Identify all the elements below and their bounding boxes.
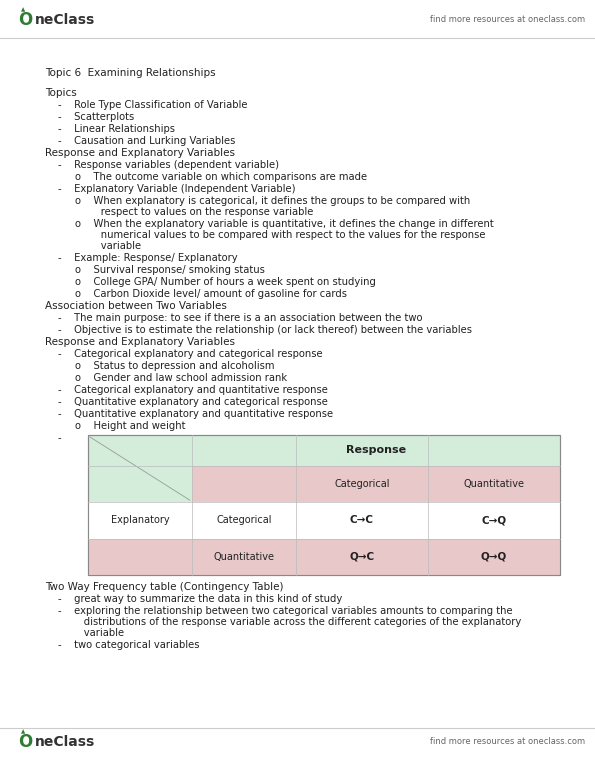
Text: O: O bbox=[18, 733, 32, 751]
Text: Topic 6  Examining Relationships: Topic 6 Examining Relationships bbox=[45, 68, 215, 78]
Text: find more resources at oneclass.com: find more resources at oneclass.com bbox=[430, 15, 585, 25]
Text: o    Survival response/ smoking status: o Survival response/ smoking status bbox=[75, 265, 265, 275]
Text: neClass: neClass bbox=[35, 13, 95, 27]
Text: respect to values on the response variable: respect to values on the response variab… bbox=[82, 207, 314, 217]
Text: -    Causation and Lurking Variables: - Causation and Lurking Variables bbox=[58, 136, 236, 146]
Text: o    Height and weight: o Height and weight bbox=[75, 421, 186, 431]
Bar bbox=[192, 466, 560, 502]
Text: o    College GPA/ Number of hours a week spent on studying: o College GPA/ Number of hours a week sp… bbox=[75, 277, 376, 287]
Text: Association between Two Variables: Association between Two Variables bbox=[45, 301, 227, 311]
Text: o    Gender and law school admission rank: o Gender and law school admission rank bbox=[75, 373, 287, 383]
Text: Response: Response bbox=[346, 445, 406, 455]
Text: o    The outcome variable on which comparisons are made: o The outcome variable on which comparis… bbox=[75, 172, 367, 182]
Text: variable: variable bbox=[65, 628, 124, 638]
Text: -    Categorical explanatory and quantitative response: - Categorical explanatory and quantitati… bbox=[58, 385, 328, 395]
Text: -    great way to summarize the data in this kind of study: - great way to summarize the data in thi… bbox=[58, 594, 342, 604]
Text: -    exploring the relationship between two categorical variables amounts to com: - exploring the relationship between two… bbox=[58, 606, 513, 616]
Text: find more resources at oneclass.com: find more resources at oneclass.com bbox=[430, 738, 585, 746]
Text: Response and Explanatory Variables: Response and Explanatory Variables bbox=[45, 148, 235, 158]
Text: o    Status to depression and alcoholism: o Status to depression and alcoholism bbox=[75, 361, 274, 371]
Text: Categorical: Categorical bbox=[334, 479, 390, 489]
Text: Response and Explanatory Variables: Response and Explanatory Variables bbox=[45, 337, 235, 347]
Text: -    Categorical explanatory and categorical response: - Categorical explanatory and categorica… bbox=[58, 349, 322, 359]
Text: -    Objective is to estimate the relationship (or lack thereof) between the var: - Objective is to estimate the relations… bbox=[58, 325, 472, 335]
Text: -    Explanatory Variable (Independent Variable): - Explanatory Variable (Independent Vari… bbox=[58, 184, 296, 194]
Text: Q→Q: Q→Q bbox=[481, 552, 507, 562]
Text: -: - bbox=[58, 433, 62, 443]
Text: -    Scatterplots: - Scatterplots bbox=[58, 112, 134, 122]
Text: Explanatory: Explanatory bbox=[111, 515, 169, 525]
Bar bbox=[88, 435, 560, 575]
Text: Q→C: Q→C bbox=[349, 552, 374, 562]
Bar bbox=[88, 502, 560, 538]
Text: -    two categorical variables: - two categorical variables bbox=[58, 640, 199, 650]
Text: Categorical: Categorical bbox=[216, 515, 271, 525]
Text: -    Role Type Classification of Variable: - Role Type Classification of Variable bbox=[58, 100, 248, 110]
Text: ▲: ▲ bbox=[21, 729, 25, 734]
Bar bbox=[88, 538, 560, 575]
Text: -    The main purpose: to see if there is a an association between the two: - The main purpose: to see if there is a… bbox=[58, 313, 422, 323]
Text: -    Quantitative explanatory and categorical response: - Quantitative explanatory and categoric… bbox=[58, 397, 328, 407]
Text: numerical values to be compared with respect to the values for the response: numerical values to be compared with res… bbox=[82, 230, 486, 240]
Text: Quantitative: Quantitative bbox=[464, 479, 524, 489]
Text: variable: variable bbox=[82, 241, 141, 251]
Text: O: O bbox=[18, 11, 32, 29]
Text: Topics: Topics bbox=[45, 88, 77, 98]
Text: -    Linear Relationships: - Linear Relationships bbox=[58, 124, 175, 134]
Text: C→C: C→C bbox=[350, 515, 374, 525]
Text: Quantitative: Quantitative bbox=[213, 552, 274, 562]
Text: o    When explanatory is categorical, it defines the groups to be compared with: o When explanatory is categorical, it de… bbox=[75, 196, 470, 206]
Text: Two Way Frequency table (Contingency Table): Two Way Frequency table (Contingency Tab… bbox=[45, 582, 283, 592]
Bar bbox=[88, 435, 560, 575]
Text: neClass: neClass bbox=[35, 735, 95, 749]
Text: ▲: ▲ bbox=[21, 7, 25, 12]
Text: C→Q: C→Q bbox=[481, 515, 506, 525]
Text: -    Example: Response/ Explanatory: - Example: Response/ Explanatory bbox=[58, 253, 237, 263]
Text: distributions of the response variable across the different categories of the ex: distributions of the response variable a… bbox=[65, 617, 521, 627]
Text: o    Carbon Dioxide level/ amount of gasoline for cards: o Carbon Dioxide level/ amount of gasoli… bbox=[75, 289, 347, 299]
Text: -    Response variables (dependent variable): - Response variables (dependent variable… bbox=[58, 160, 279, 170]
Text: o    When the explanatory variable is quantitative, it defines the change in dif: o When the explanatory variable is quant… bbox=[75, 219, 494, 229]
Text: -    Quantitative explanatory and quantitative response: - Quantitative explanatory and quantitat… bbox=[58, 409, 333, 419]
